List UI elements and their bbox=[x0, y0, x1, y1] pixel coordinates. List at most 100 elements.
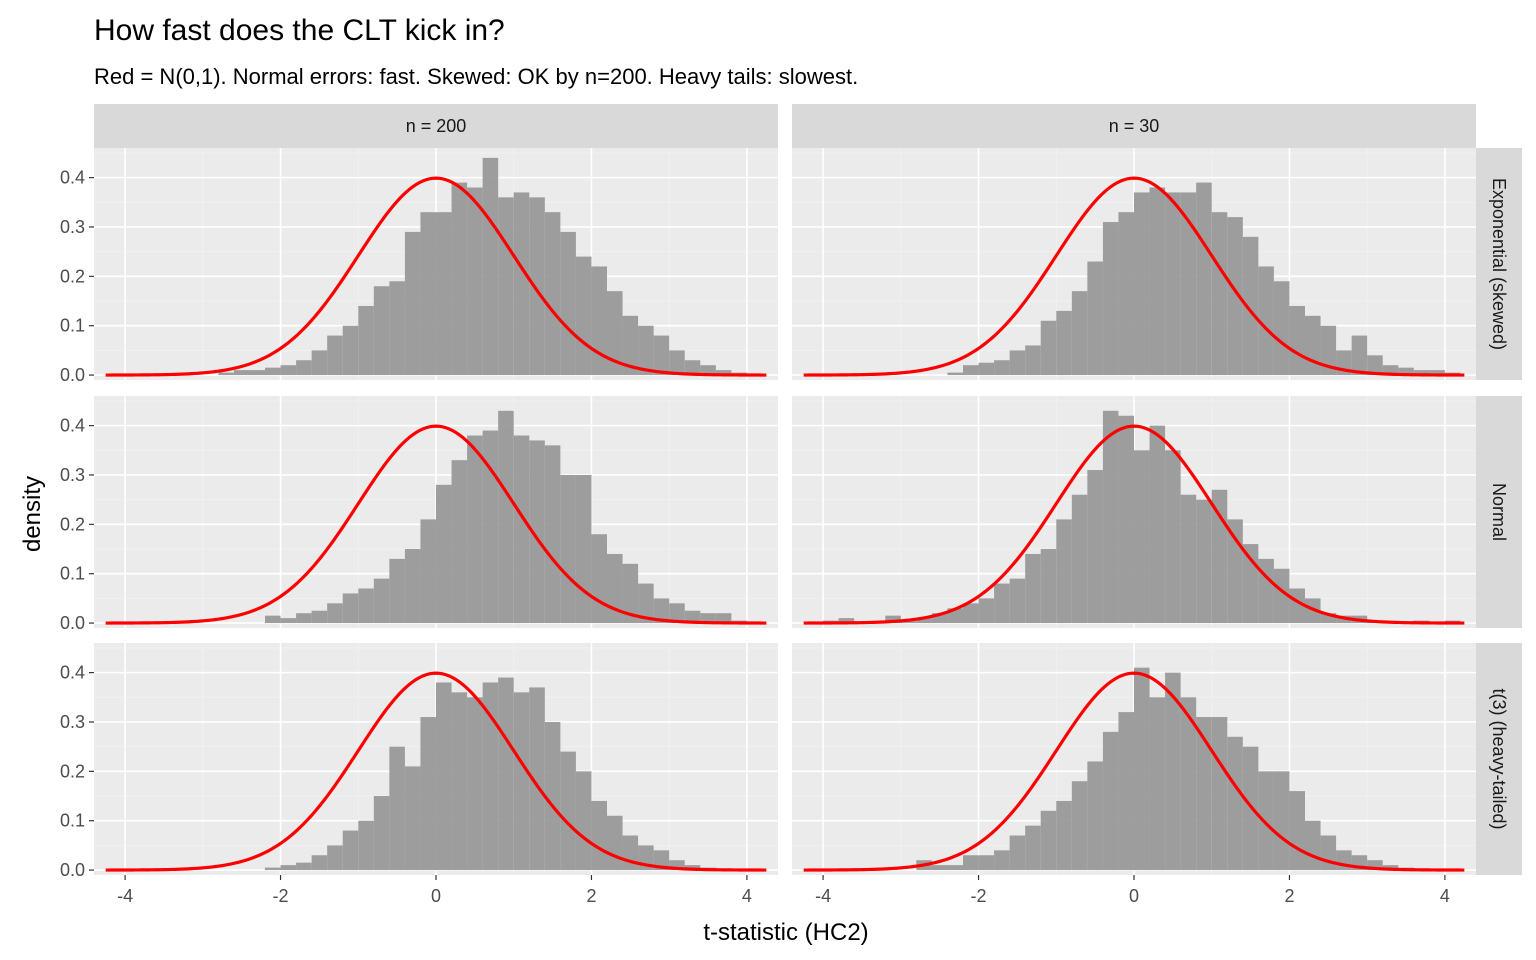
histogram-bar bbox=[963, 855, 979, 871]
histogram-bar bbox=[311, 350, 328, 376]
histogram-bar bbox=[513, 692, 530, 871]
histogram-bar bbox=[467, 187, 483, 376]
row-strip-2 bbox=[1476, 396, 1522, 628]
panel-3-1 bbox=[94, 643, 778, 875]
histogram-bar bbox=[389, 558, 405, 624]
normal-density-curve bbox=[105, 671, 767, 872]
histogram-bar bbox=[467, 697, 483, 871]
y-tick-label: 0.0 bbox=[60, 613, 85, 633]
histogram-bar bbox=[513, 192, 530, 376]
histogram-bar bbox=[669, 350, 685, 376]
histogram-bar bbox=[1134, 192, 1150, 376]
panel-3-2 bbox=[792, 643, 1476, 875]
histogram-bar bbox=[1118, 212, 1134, 376]
column-strip-1 bbox=[94, 104, 778, 148]
histogram-bar bbox=[1382, 365, 1399, 376]
histogram-bar bbox=[265, 867, 281, 871]
y-tick-label: 0.0 bbox=[60, 365, 85, 385]
histogram-bar bbox=[482, 157, 499, 376]
histogram-bar bbox=[1180, 494, 1197, 624]
normal-density-curve bbox=[105, 424, 767, 625]
histogram-bar bbox=[1102, 410, 1119, 624]
normal-density-curve bbox=[803, 176, 1465, 377]
histogram-bar bbox=[900, 620, 917, 624]
histogram-bar bbox=[1227, 217, 1243, 376]
histogram-bar bbox=[1134, 667, 1150, 871]
histogram-bar bbox=[1165, 450, 1181, 624]
histogram-bar bbox=[1009, 578, 1026, 624]
histogram-bar bbox=[1305, 820, 1321, 871]
histogram-bar bbox=[1025, 553, 1041, 624]
histogram-bar bbox=[311, 610, 328, 624]
histogram-bar bbox=[373, 796, 390, 871]
histogram-bar bbox=[529, 687, 545, 871]
histogram-bar bbox=[947, 865, 963, 871]
histogram-bar bbox=[358, 305, 374, 376]
x-tick-label: 2 bbox=[1284, 886, 1294, 906]
row-strip-label: t(3) (heavy-tailed) bbox=[1489, 688, 1509, 829]
histogram-bar bbox=[1320, 325, 1337, 376]
histogram-bar bbox=[994, 583, 1010, 624]
histogram-bar bbox=[1289, 305, 1305, 376]
histogram-bar bbox=[1071, 291, 1088, 376]
normal-density-curve bbox=[803, 424, 1465, 625]
histogram-bar bbox=[451, 692, 468, 871]
histogram-bar bbox=[1165, 672, 1181, 871]
histogram-bar bbox=[467, 435, 483, 624]
histogram-bar bbox=[436, 212, 452, 376]
histogram-bar bbox=[653, 598, 670, 624]
panels-layer: n = 200 n = 30 Exponential (skewed) Normal t… bbox=[94, 104, 1522, 875]
histogram-bar bbox=[560, 231, 576, 376]
histogram-bar bbox=[544, 445, 561, 624]
histogram-bar bbox=[607, 815, 623, 871]
histogram-bar bbox=[451, 460, 468, 624]
x-axis-title: t-statistic (HC2) bbox=[703, 919, 868, 946]
histogram-bar bbox=[1320, 835, 1337, 871]
y-tick-label: 0.1 bbox=[60, 811, 85, 831]
histogram-bar bbox=[700, 613, 716, 624]
chart-subtitle: Red = N(0,1). Normal errors: fast. Skewe… bbox=[94, 64, 858, 89]
y-tick-label: 0.3 bbox=[60, 712, 85, 732]
y-tick-label: 0.2 bbox=[60, 266, 85, 286]
histogram-bar bbox=[1258, 558, 1274, 624]
histogram-bar bbox=[1211, 717, 1228, 871]
histogram-bar bbox=[1087, 761, 1103, 871]
y-tick-label: 0.3 bbox=[60, 217, 85, 237]
histogram-bar bbox=[1367, 860, 1383, 871]
histogram-bar bbox=[233, 370, 250, 376]
histogram-bar bbox=[1118, 712, 1134, 871]
histogram-bar bbox=[218, 372, 234, 376]
y-axis-title: density bbox=[19, 476, 46, 552]
y-tick-label: 0.2 bbox=[60, 514, 85, 534]
histogram-bar bbox=[978, 362, 995, 376]
histogram-bar bbox=[1242, 236, 1259, 376]
histogram-bar bbox=[451, 182, 468, 376]
histogram-bar bbox=[1289, 791, 1305, 871]
histogram-bar bbox=[1134, 450, 1150, 624]
histogram-bar bbox=[575, 771, 592, 871]
histogram-bar bbox=[622, 835, 639, 871]
histogram-bar bbox=[1196, 717, 1212, 871]
histogram-bar bbox=[978, 598, 995, 624]
histogram-bar bbox=[1087, 261, 1103, 376]
x-tick-label: 0 bbox=[431, 886, 441, 906]
histogram-bar bbox=[280, 365, 297, 376]
histogram-bar bbox=[280, 865, 297, 871]
histogram-bar bbox=[342, 830, 359, 871]
histogram-bar bbox=[916, 618, 932, 624]
histogram-bar bbox=[963, 365, 979, 376]
histogram-bar bbox=[1211, 212, 1228, 376]
column-strip-label: n = 200 bbox=[406, 116, 467, 136]
histogram-bar bbox=[482, 430, 499, 624]
histogram-bar bbox=[931, 865, 948, 871]
histogram-bar bbox=[265, 615, 281, 624]
histogram-bar bbox=[1398, 367, 1414, 376]
histogram-bar bbox=[436, 484, 452, 624]
histogram-bar bbox=[1227, 736, 1243, 871]
histogram-bar bbox=[373, 286, 390, 376]
histogram-bar bbox=[1258, 266, 1274, 376]
histogram-bar bbox=[389, 281, 405, 376]
y-tick-label: 0.4 bbox=[60, 663, 85, 683]
histogram-bar bbox=[1196, 182, 1212, 376]
histogram-bar bbox=[311, 855, 328, 871]
